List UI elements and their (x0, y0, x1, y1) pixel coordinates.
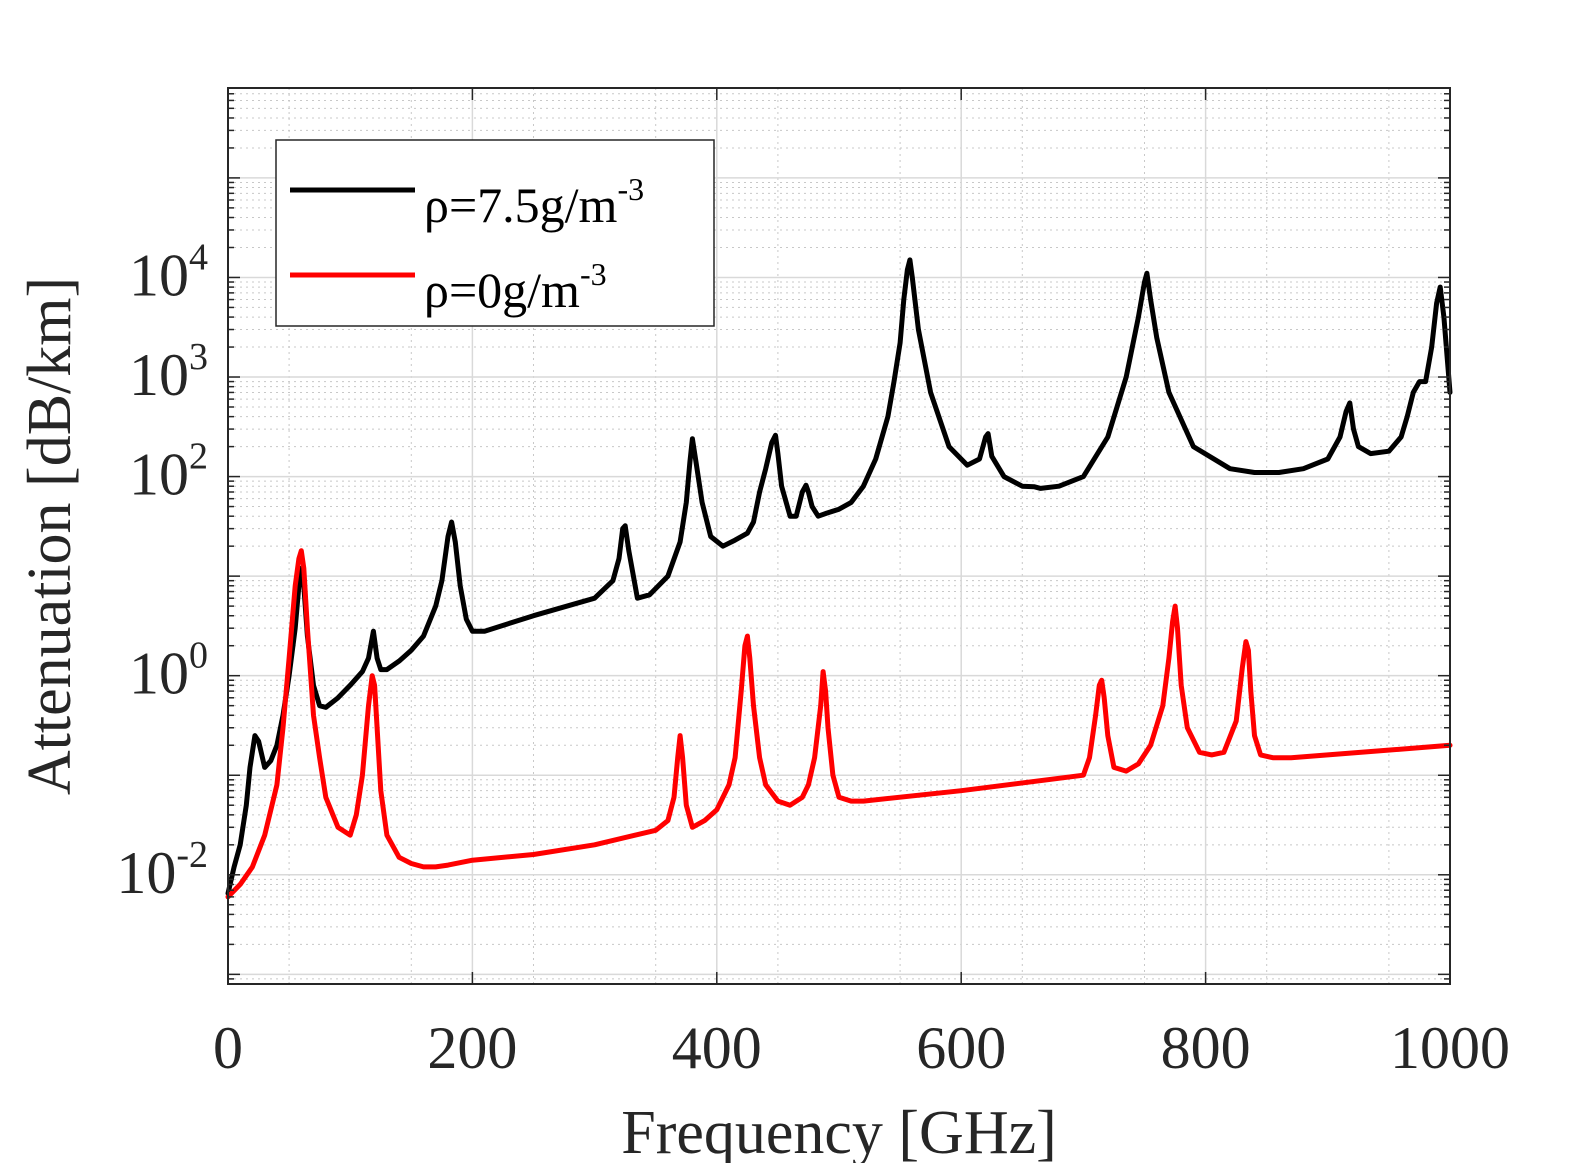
legend: ρ=7.5g/m-3 ρ=0g/m-3 (275, 139, 715, 327)
major-grid (227, 88, 1451, 984)
series-line-1 (225, 548, 1453, 900)
y-tick-label-exponent: 3 (189, 336, 208, 378)
y-tick-label-base: 10 (116, 840, 176, 906)
legend-label-dense-air-text: ρ=7.5g/m (424, 177, 618, 233)
y-tick-label: 10-2 (116, 834, 208, 906)
y-tick-label-exponent: 4 (189, 236, 208, 278)
y-tick-label-exponent: 0 (189, 635, 208, 677)
x-tick-label: 600 (916, 1015, 1006, 1081)
y-tick-label-exponent: 2 (189, 436, 208, 478)
series-layer (225, 257, 1453, 900)
x-axis-title: Frequency [GHz] (621, 1099, 1057, 1163)
y-tick-label: 100 (129, 635, 208, 707)
x-tick-label: 800 (1161, 1015, 1251, 1081)
y-tick-label: 102 (129, 436, 208, 508)
x-tick-label: 400 (672, 1015, 762, 1081)
y-tick-label: 104 (129, 236, 208, 308)
axes-frame (227, 87, 1451, 985)
legend-box (275, 139, 715, 327)
x-axis: 0 200 400 600 800 1000 (213, 1015, 1510, 1081)
y-tick-label: 103 (129, 336, 208, 408)
legend-label-dense-air: ρ=7.5g/m-3 (424, 171, 644, 233)
axes-box (227, 87, 1451, 985)
legend-label-dry-air-exponent: -3 (580, 256, 607, 292)
x-tick-label: 0 (213, 1015, 243, 1081)
x-tick-label: 1000 (1390, 1015, 1510, 1081)
y-tick-label-base: 10 (129, 242, 189, 308)
y-tick-label-base: 10 (129, 641, 189, 707)
legend-label-dry-air-text: ρ=0g/m (424, 262, 580, 318)
y-tick-label-base: 10 (129, 342, 189, 408)
x-tick-label: 200 (427, 1015, 517, 1081)
y-tick-label-exponent: -2 (176, 834, 208, 876)
y-axis-title: Attenuation [dB/km] (16, 277, 84, 795)
legend-label-dry-air: ρ=0g/m-3 (424, 256, 607, 318)
y-tick-label-base: 10 (129, 442, 189, 508)
series-line-0 (225, 257, 1453, 896)
legend-label-dense-air-exponent: -3 (617, 171, 644, 207)
